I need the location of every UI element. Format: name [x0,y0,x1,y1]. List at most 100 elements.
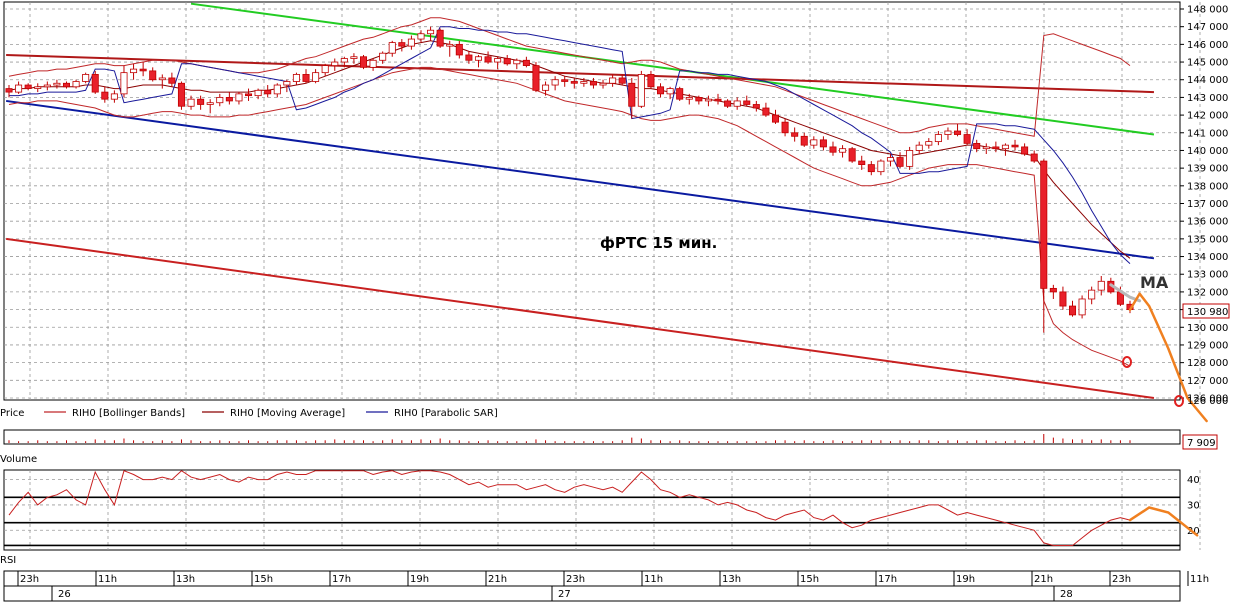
candles [5,26,1134,333]
time-hour-label: 13h [722,574,741,585]
candle-body [657,86,665,95]
candle-body [1097,280,1105,291]
candle-body [1011,144,1019,148]
price-pane-frame [3,1,1181,401]
candle-body [398,42,406,47]
candle-body [139,68,147,72]
candle-body [666,88,674,95]
candle-body [130,68,138,74]
candle-body [1088,289,1096,300]
time-hour-label: 17h [878,574,897,585]
candle-body [417,33,425,40]
volume-pane-frame [3,429,1181,445]
low-target-label: 126 000 [1187,396,1228,407]
target-circle-2 [1174,395,1184,407]
price-tick-label: 133 000 [1187,270,1228,281]
price-tick-label: 137 000 [1187,199,1228,210]
time-hour-label: 21h [1034,574,1053,585]
candle-body [340,58,348,63]
red-lower-trendline [5,237,1155,399]
rsi-line [8,470,1131,546]
candle-body [62,82,71,88]
rsi-tick-label: 30 [1187,500,1200,511]
last-price-label: 130 980 [1187,307,1228,318]
candle-body [762,107,770,116]
candle-body [781,121,789,134]
candle-body [197,98,205,105]
last-price-box [1182,303,1230,319]
candle-body [609,77,617,84]
bollinger-lower-line [8,66,1131,367]
candle-body [503,58,511,65]
time-hour-label: 11h [644,574,663,585]
forecast-lines [1109,283,1208,423]
legend-bollinger: RIH0 [Bollinger Bands] [72,408,185,419]
price-tick-label: 146 000 [1187,40,1228,51]
candle-body [1040,160,1048,289]
legend-moving-average: RIH0 [Moving Average] [230,408,345,419]
candle-body [292,74,300,82]
candle-body [973,142,981,150]
time-hour-label: 15h [800,574,819,585]
candle-body [829,146,837,153]
candle-body [1068,305,1077,316]
candle-body [177,82,185,107]
price-tick-label: 138 000 [1187,181,1228,192]
candle-body [15,84,23,93]
parabolic-sar-line [9,26,1131,264]
candle-body [867,164,875,173]
candle-body [1059,291,1067,307]
candle-body [43,84,51,88]
rsi-tick-label: 40 [1187,475,1200,486]
candle-body [168,77,176,84]
price-axis: 148 000 147 000 146 000 145 000 144 000 143 0… [1180,5,1228,405]
indicator-lines [8,17,1131,367]
price-tick-label: 135 000 [1187,234,1228,245]
candle-body [264,89,272,95]
candle-body [24,84,32,89]
candle-body [5,88,13,93]
candle-body [101,91,109,100]
price-forecast-line [1128,292,1208,423]
candle-body [839,148,847,153]
price-tick-label: 143 000 [1187,93,1228,104]
time-hour-label: 19h [956,574,975,585]
time-axis: 23h 11h 13h 15h 17h 19h 21h 23h 11h 13h 15h 17h 19h 2… [17,571,1209,601]
candle-body [628,82,636,107]
rsi-pane-frame [3,469,1181,551]
candle-body [618,77,626,84]
candle-body [752,104,760,109]
green-trendline [190,2,1155,136]
ma-annotation: MA [1140,273,1169,292]
candle-body [245,93,253,97]
candle-body [589,81,597,86]
candle-body [216,97,224,104]
price-tick-label: 132 000 [1187,287,1228,298]
candle-body [896,157,904,167]
price-tick-label: 140 000 [1187,146,1228,157]
candle-body [149,70,157,81]
candle-body [934,134,942,143]
time-hour-label: 11h [1190,574,1209,585]
candle-body [34,86,42,89]
trend-lines [5,2,1155,399]
blue-trendline [5,99,1155,260]
price-tick-label: 145 000 [1187,58,1228,69]
candle-body [427,29,435,35]
candle-body [877,160,885,173]
candle-body [1021,146,1029,155]
candle-body [724,100,732,107]
time-hour-label: 13h [176,574,195,585]
candle-body [206,102,214,105]
candle-body [570,81,578,84]
candle-body [331,61,339,66]
rsi-series [8,470,1199,546]
candle-body [810,139,818,146]
target-circle-1 [1122,356,1132,368]
price-tick-label: 136 000 [1187,217,1228,228]
candle-body [551,79,559,86]
time-hour-label: 21h [488,574,507,585]
candle-body [771,114,780,123]
price-grid [4,2,1201,400]
candle-body [886,157,894,162]
